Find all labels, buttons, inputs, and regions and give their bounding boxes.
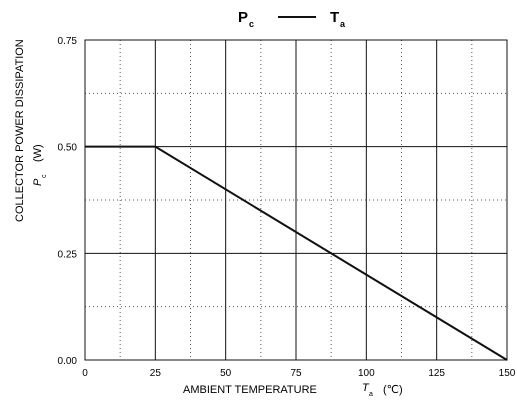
x-tick-label: 150 [499, 368, 516, 379]
plot-frame [84, 39, 508, 361]
x-tick-label: 0 [82, 368, 88, 379]
y-axis-label: COLLECTOR POWER DISSIPATION [14, 39, 26, 222]
chart-title: P c T a [238, 9, 346, 29]
series-layer [85, 145, 508, 361]
x-axis-label-unit: (℃) [383, 384, 403, 396]
y-tick-label: 0.50 [58, 143, 78, 154]
x-tick-label: 125 [428, 368, 445, 379]
x-axis-label-text: AMBIENT TEMPERATURE [183, 384, 317, 396]
minor-grid [85, 40, 507, 360]
x-tick-labels: 0 25 50 75 100 125 150 [82, 368, 516, 379]
x-tick-label: 75 [290, 368, 302, 379]
x-tick-label: 100 [358, 368, 375, 379]
title-ta-sub: a [340, 19, 346, 29]
title-pc: P [238, 9, 248, 26]
y-tick-label: 0.75 [58, 36, 78, 47]
y-axis-label-2: P c (W) [32, 144, 48, 186]
derating-curve [85, 145, 508, 361]
x-tick-label: 50 [220, 368, 232, 379]
y-axis-label-symbol: P [32, 178, 44, 186]
y-axis-label-unit: (W) [32, 144, 44, 162]
title-ta: T [330, 9, 339, 26]
x-axis-label-sub: a [369, 391, 373, 398]
x-axis-label-symbol: T [362, 382, 370, 394]
y-axis-label-line1: COLLECTOR POWER DISSIPATION [14, 39, 26, 222]
major-grid [84, 39, 508, 361]
x-axis-label: AMBIENT TEMPERATURE T a (℃) [183, 382, 403, 398]
y-tick-label: 0.25 [58, 249, 78, 260]
x-tick-label: 25 [150, 368, 162, 379]
y-tick-labels: 0.00 0.25 0.50 0.75 [58, 36, 78, 367]
title-pc-sub: c [249, 19, 254, 29]
y-axis-label-sub: c [41, 174, 48, 178]
y-tick-label: 0.00 [58, 356, 78, 367]
